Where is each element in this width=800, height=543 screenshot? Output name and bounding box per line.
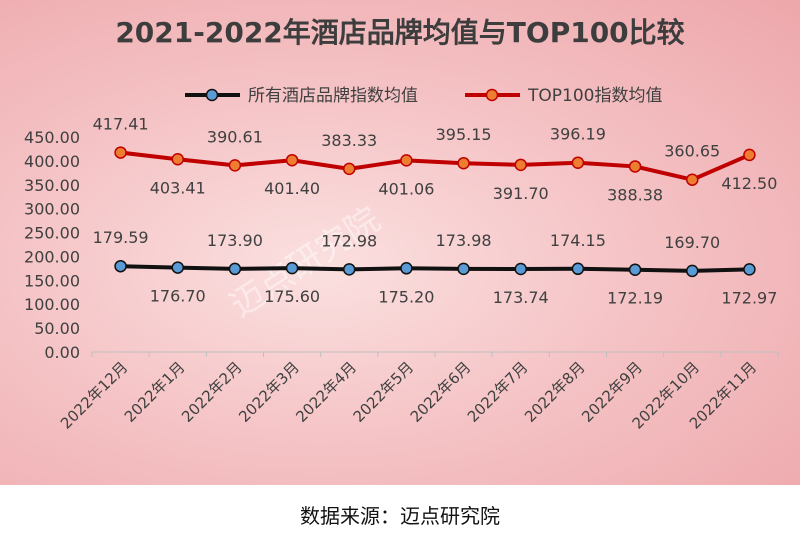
y-tick-label: 450.00 xyxy=(24,128,80,147)
data-label: 401.06 xyxy=(378,179,434,198)
data-label: 388.38 xyxy=(607,185,663,204)
chart-title: 2021-2022年酒店品牌均值与TOP100比较 xyxy=(115,16,684,49)
x-tick-label: 2022年3月 xyxy=(235,358,303,426)
data-point xyxy=(114,259,127,273)
data-label: 172.19 xyxy=(607,289,663,308)
legend-label-2: TOP100指数均值 xyxy=(527,86,662,106)
series-line-1 xyxy=(120,264,750,273)
data-point xyxy=(743,263,756,276)
x-tick-label: 2022年12月 xyxy=(57,358,131,432)
data-point xyxy=(628,160,642,173)
data-source-caption: 数据来源：迈点研究院 xyxy=(300,504,500,528)
data-point xyxy=(114,146,127,159)
data-label: 417.41 xyxy=(93,115,149,134)
y-tick-label: 50.00 xyxy=(34,319,80,338)
y-tick-label: 350.00 xyxy=(24,176,80,195)
data-point xyxy=(343,162,356,176)
data-point xyxy=(285,261,299,275)
legend-label-1: 所有酒店品牌指数均值 xyxy=(248,86,418,106)
data-label: 396.19 xyxy=(550,125,606,144)
data-point xyxy=(228,159,242,172)
data-label: 173.90 xyxy=(207,231,263,250)
data-point xyxy=(743,148,756,162)
data-point xyxy=(400,154,413,167)
x-tick-label: 2022年8月 xyxy=(521,358,589,426)
data-point xyxy=(171,261,184,274)
legend-marker-2 xyxy=(485,88,499,102)
data-point xyxy=(571,262,585,276)
x-tick-label: 2022年2月 xyxy=(178,358,246,426)
data-point xyxy=(514,158,527,172)
data-label: 391.70 xyxy=(493,184,549,203)
data-point xyxy=(400,262,413,275)
series-line-2 xyxy=(120,150,751,182)
data-point xyxy=(571,156,585,169)
data-point xyxy=(628,263,642,276)
x-tick-label: 2022年1月 xyxy=(121,358,189,426)
data-point xyxy=(457,262,470,276)
y-tick-label: 150.00 xyxy=(24,271,80,290)
data-label: 173.74 xyxy=(493,288,549,307)
x-tick-label: 2022年6月 xyxy=(407,358,475,426)
data-label: 175.20 xyxy=(378,287,434,306)
y-tick-label: 0.00 xyxy=(44,343,80,362)
data-label: 176.70 xyxy=(150,287,206,306)
data-label: 175.60 xyxy=(264,287,320,306)
data-point xyxy=(228,262,242,276)
data-label: 173.98 xyxy=(436,231,492,250)
chart-area: 2021-2022年酒店品牌均值与TOP100比较迈点研究院 所有酒店品牌指数均值… xyxy=(0,0,800,485)
data-label: 172.98 xyxy=(321,231,377,250)
data-label: 169.70 xyxy=(664,233,720,252)
data-label: 383.33 xyxy=(321,131,377,150)
data-point xyxy=(514,262,527,276)
data-point xyxy=(343,263,356,276)
x-tick-label: 2022年4月 xyxy=(292,358,360,426)
data-label: 412.50 xyxy=(721,174,777,193)
data-label: 390.61 xyxy=(207,127,263,146)
y-tick-label: 250.00 xyxy=(24,224,80,243)
data-point xyxy=(686,264,699,278)
y-tick-label: 200.00 xyxy=(24,247,80,266)
data-label: 360.65 xyxy=(664,142,720,161)
data-label: 403.41 xyxy=(150,178,206,197)
data-label: 172.97 xyxy=(721,288,777,307)
data-point xyxy=(285,153,299,167)
data-label: 401.40 xyxy=(264,179,320,198)
data-label: 174.15 xyxy=(550,231,606,250)
y-tick-label: 100.00 xyxy=(24,295,80,314)
data-point xyxy=(686,173,699,186)
x-tick-label: 2022年7月 xyxy=(464,358,532,426)
watermark-logo: 迈点研究院 xyxy=(223,199,387,325)
data-point xyxy=(171,153,184,166)
data-label: 395.15 xyxy=(436,125,492,144)
data-label: 179.59 xyxy=(93,228,149,247)
y-tick-label: 300.00 xyxy=(24,200,80,219)
x-tick-label: 2022年5月 xyxy=(350,358,418,426)
data-point xyxy=(457,156,470,170)
legend-marker-1 xyxy=(205,88,219,102)
y-tick-label: 400.00 xyxy=(24,152,80,171)
